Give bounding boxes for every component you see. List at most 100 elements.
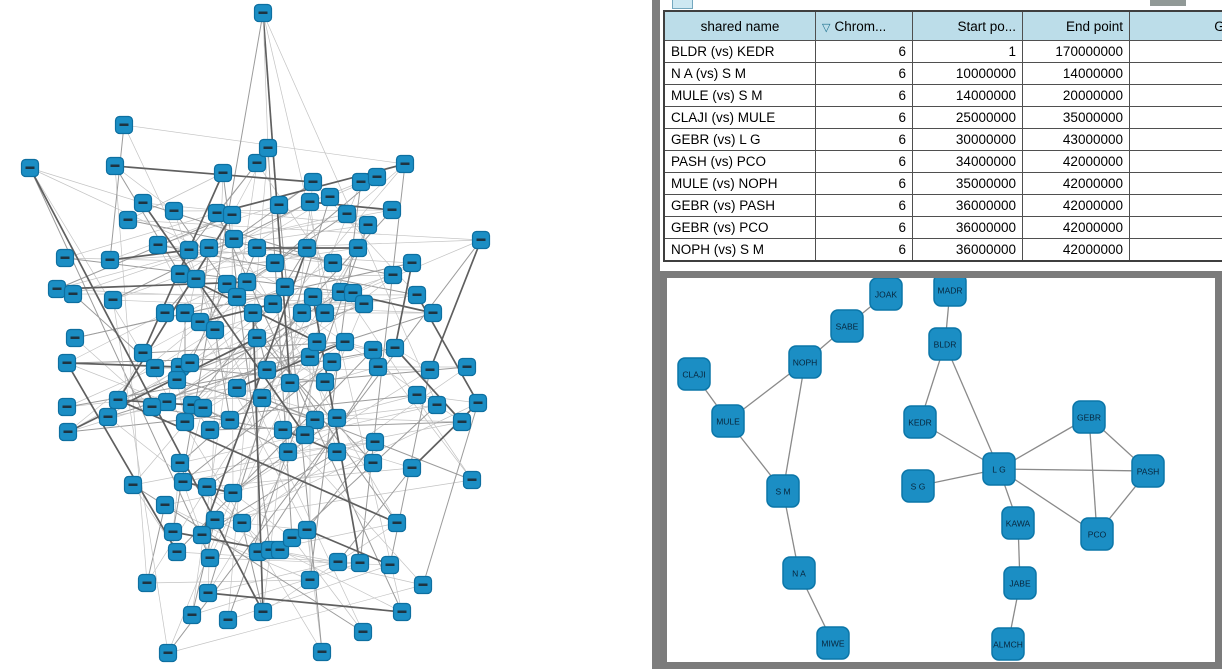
network-node[interactable] [351,172,371,192]
network-node[interactable] [328,552,348,572]
table-cell[interactable]: GEBR (vs) PCO [663,216,816,239]
network-node[interactable] [192,525,212,545]
network-node[interactable] [382,200,402,220]
network-node[interactable] [108,390,128,410]
network-node[interactable] [327,442,347,462]
network-node-bldr[interactable]: BLDR [928,327,962,361]
network-node[interactable] [173,472,193,492]
network-node-mule[interactable]: MULE [711,404,745,438]
network-node[interactable] [205,510,225,530]
network-node[interactable] [114,115,134,135]
network-node[interactable] [237,272,257,292]
network-node-lg[interactable]: L G [982,452,1016,486]
network-node[interactable] [200,548,220,568]
network-node[interactable] [320,187,340,207]
table-cell[interactable]: GEBR (vs) L G [663,128,816,151]
network-node[interactable] [383,265,403,285]
table-row[interactable]: PASH (vs) PCO6340000004200000011.4 [663,150,1222,173]
network-node[interactable] [218,610,238,630]
network-node[interactable] [292,303,312,323]
network-node[interactable] [358,215,378,235]
network-node[interactable] [227,378,247,398]
network-node[interactable] [243,303,263,323]
network-node-sabe[interactable]: SABE [830,309,864,343]
network-node[interactable] [353,622,373,642]
network-node[interactable] [105,156,125,176]
network-node[interactable] [363,453,383,473]
overview-network-canvas[interactable] [0,0,652,669]
network-node[interactable] [175,412,195,432]
table-cell[interactable]: 42000000 [1022,238,1130,262]
network-node[interactable] [258,138,278,158]
network-node-madr[interactable]: MADR [933,278,967,307]
network-node-pco[interactable]: PCO [1080,517,1114,551]
network-node[interactable] [220,410,240,430]
column-header[interactable]: Start po... [912,10,1023,41]
network-node[interactable] [155,495,175,515]
table-cell[interactable]: 42000000 [1022,172,1130,195]
filter-icon[interactable]: ▽ [822,21,831,34]
network-node[interactable] [457,357,477,377]
network-node[interactable] [413,575,433,595]
network-node-claji[interactable]: CLAJI [677,357,711,391]
network-node[interactable] [387,513,407,533]
table-cell[interactable]: 6.6 [1129,62,1222,85]
network-node[interactable] [420,360,440,380]
table-cell[interactable]: 14000000 [1022,62,1130,85]
network-node[interactable] [200,420,220,440]
network-node[interactable] [335,332,355,352]
network-node-miwe[interactable]: MIWE [816,626,850,660]
table-cell[interactable]: 1 [912,40,1023,63]
table-cell[interactable]: 6 [815,106,913,129]
network-node[interactable] [148,235,168,255]
table-cell[interactable]: MULE (vs) S M [663,84,816,107]
table-cell[interactable]: 14000000 [912,84,1023,107]
network-node[interactable] [468,393,488,413]
network-node[interactable] [363,340,383,360]
network-node[interactable] [175,303,195,323]
column-header[interactable]: End point [1022,10,1130,41]
network-node[interactable] [247,238,267,258]
table-cell[interactable]: 6 [815,238,913,262]
table-cell[interactable]: GEBR (vs) PASH [663,194,816,217]
network-node[interactable] [224,229,244,249]
network-node[interactable] [269,195,289,215]
table-cell[interactable]: 6 [815,84,913,107]
network-node-kedr[interactable]: KEDR [903,405,937,439]
network-node[interactable] [462,470,482,490]
network-node[interactable] [315,372,335,392]
network-node[interactable] [427,395,447,415]
table-cell[interactable]: 9.9 [1129,238,1222,262]
table-cell[interactable]: 6 [815,194,913,217]
table-row[interactable]: GEBR (vs) L G6300000004300000016.9 [663,128,1222,151]
table-cell[interactable]: 16.9 [1129,128,1222,151]
network-node[interactable] [322,352,342,372]
detail-network-panel[interactable]: JOAK MADR SABE BLDR NOPH CLAJI KEDR GEBR MULE L G… [660,271,1222,669]
table-cell[interactable]: 43000000 [1022,128,1130,151]
table-row[interactable]: GEBR (vs) PASH636000000420000008.9 [663,194,1222,217]
network-node-jabe[interactable]: JABE [1003,566,1037,600]
table-row[interactable]: CLAJI (vs) MULE625000000350000005.9 [663,106,1222,129]
detail-network-canvas[interactable]: JOAK MADR SABE BLDR NOPH CLAJI KEDR GEBR MULE L G… [667,278,1215,662]
network-node[interactable] [198,583,218,603]
network-node[interactable] [155,303,175,323]
table-cell[interactable]: 6 [815,216,913,239]
table-row[interactable]: BLDR (vs) KEDR61170000000192.0 [663,40,1222,63]
network-node[interactable] [222,205,242,225]
column-header[interactable]: Genetic... [1129,10,1222,41]
network-node[interactable] [253,602,273,622]
network-node[interactable] [65,328,85,348]
network-node[interactable] [315,303,335,323]
network-node-noph[interactable]: NOPH [788,345,822,379]
table-cell[interactable]: 170000000 [1022,40,1130,63]
network-node[interactable] [182,605,202,625]
network-node[interactable] [223,483,243,503]
network-node[interactable] [280,373,300,393]
table-cell[interactable]: 30000000 [912,128,1023,151]
network-node[interactable] [55,248,75,268]
network-node[interactable] [350,553,370,573]
table-cell[interactable]: N A (vs) S M [663,62,816,85]
network-node[interactable] [303,172,323,192]
network-node[interactable] [123,475,143,495]
table-cell[interactable]: 35000000 [1022,106,1130,129]
